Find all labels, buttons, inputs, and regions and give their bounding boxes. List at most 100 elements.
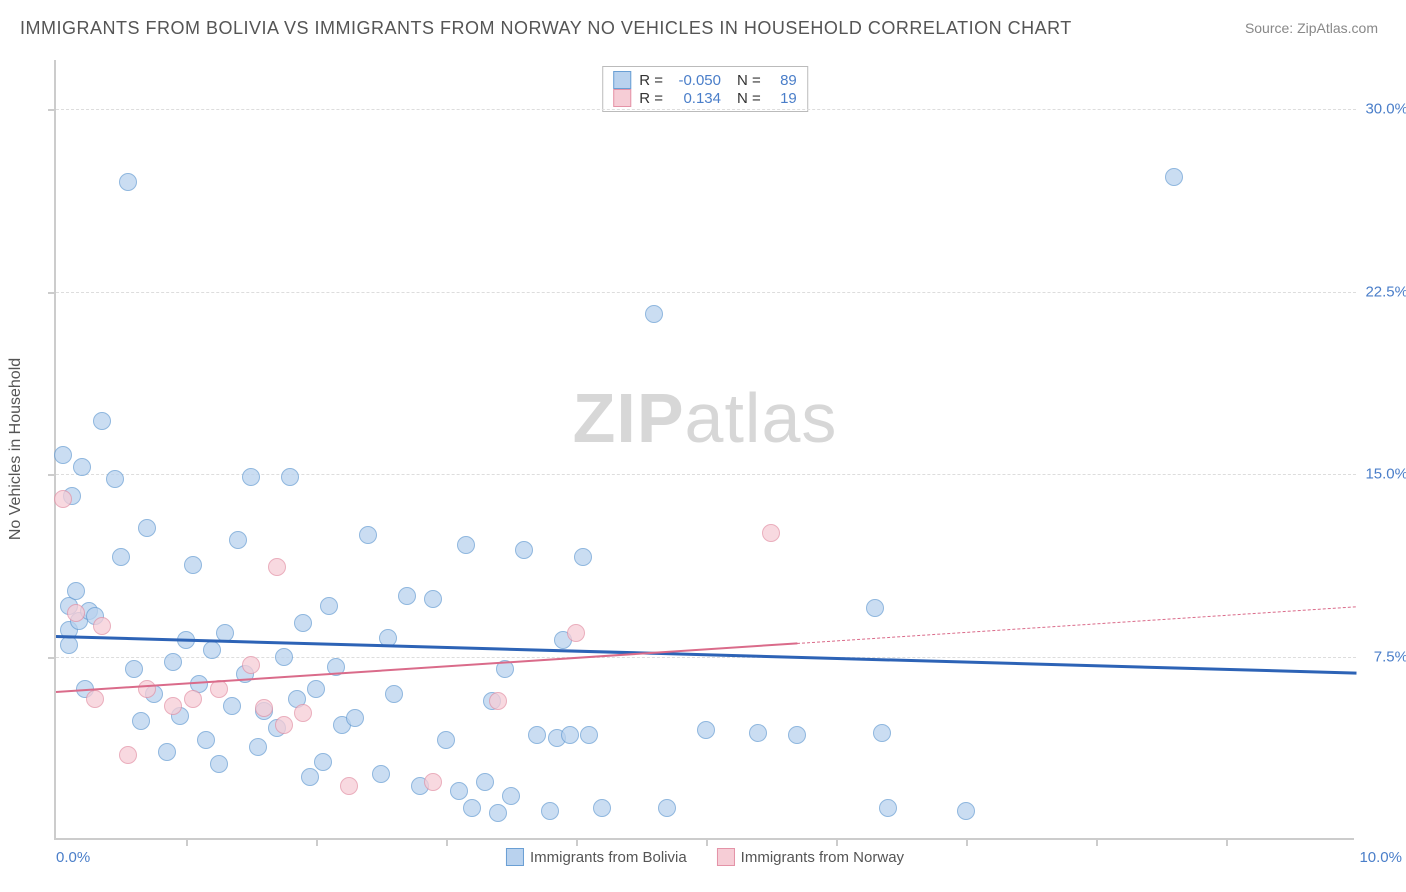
- watermark-atlas: atlas: [685, 379, 838, 457]
- data-point: [242, 468, 260, 486]
- data-point: [281, 468, 299, 486]
- stats-row: R = 0.134 N = 19: [613, 89, 797, 107]
- source-link[interactable]: ZipAtlas.com: [1297, 20, 1378, 36]
- data-point: [476, 773, 494, 791]
- data-point: [307, 680, 325, 698]
- data-point: [54, 446, 72, 464]
- y-tick: [48, 292, 56, 294]
- data-point: [60, 636, 78, 654]
- data-point: [164, 653, 182, 671]
- y-tick-label: 15.0%: [1358, 466, 1406, 483]
- source-attribution: Source: ZipAtlas.com: [1245, 20, 1378, 36]
- data-point: [567, 624, 585, 642]
- legend-item: Immigrants from Norway: [717, 848, 904, 866]
- data-point: [93, 617, 111, 635]
- data-point: [249, 738, 267, 756]
- chart-legend: Immigrants from BoliviaImmigrants from N…: [506, 848, 904, 866]
- data-point: [528, 726, 546, 744]
- data-point: [314, 753, 332, 771]
- x-tick: [316, 838, 318, 846]
- data-point: [229, 531, 247, 549]
- r-label: R =: [639, 90, 663, 107]
- gridline: [56, 292, 1356, 293]
- y-axis-label: No Vehicles in Household: [7, 358, 25, 540]
- data-point: [138, 680, 156, 698]
- legend-label: Immigrants from Norway: [741, 849, 904, 866]
- data-point: [164, 697, 182, 715]
- x-axis-max-label: 10.0%: [1359, 849, 1402, 866]
- data-point: [873, 724, 891, 742]
- data-point: [301, 768, 319, 786]
- data-point: [132, 712, 150, 730]
- n-value: 89: [769, 72, 797, 89]
- series-swatch: [613, 89, 631, 107]
- chart-area: ZIPatlas R =-0.050N =89R =0.134N =19 No …: [54, 60, 1354, 840]
- data-point: [658, 799, 676, 817]
- y-tick-label: 7.5%: [1358, 649, 1406, 666]
- data-point: [450, 782, 468, 800]
- data-point: [86, 690, 104, 708]
- data-point: [294, 614, 312, 632]
- n-label: N =: [737, 72, 761, 89]
- data-point: [223, 697, 241, 715]
- x-tick: [706, 838, 708, 846]
- data-point: [203, 641, 221, 659]
- x-tick: [966, 838, 968, 846]
- data-point: [106, 470, 124, 488]
- data-point: [489, 804, 507, 822]
- data-point: [93, 412, 111, 430]
- source-prefix: Source:: [1245, 20, 1297, 36]
- r-value: 0.134: [671, 90, 721, 107]
- data-point: [67, 604, 85, 622]
- data-point: [138, 519, 156, 537]
- y-tick: [48, 474, 56, 476]
- x-tick: [1226, 838, 1228, 846]
- data-point: [119, 173, 137, 191]
- data-point: [1165, 168, 1183, 186]
- data-point: [197, 731, 215, 749]
- y-tick: [48, 657, 56, 659]
- n-value: 19: [769, 90, 797, 107]
- data-point: [866, 599, 884, 617]
- data-point: [184, 690, 202, 708]
- data-point: [67, 582, 85, 600]
- correlation-stats-box: R = -0.050 N = 89 R = 0.134 N = 19: [602, 66, 808, 112]
- data-point: [593, 799, 611, 817]
- r-label: R =: [639, 72, 663, 89]
- data-point: [119, 746, 137, 764]
- legend-swatch: [506, 848, 524, 866]
- r-value: -0.050: [671, 72, 721, 89]
- data-point: [879, 799, 897, 817]
- data-point: [424, 590, 442, 608]
- data-point: [957, 802, 975, 820]
- data-point: [502, 787, 520, 805]
- data-point: [385, 685, 403, 703]
- watermark: ZIPatlas: [573, 378, 838, 458]
- data-point: [359, 526, 377, 544]
- data-point: [463, 799, 481, 817]
- n-label: N =: [737, 90, 761, 107]
- data-point: [762, 524, 780, 542]
- x-axis-min-label: 0.0%: [56, 849, 90, 866]
- data-point: [255, 699, 273, 717]
- x-tick: [446, 838, 448, 846]
- data-point: [275, 648, 293, 666]
- x-tick: [1096, 838, 1098, 846]
- watermark-zip: ZIP: [573, 379, 685, 457]
- stats-row: R = -0.050 N = 89: [613, 71, 797, 89]
- data-point: [541, 802, 559, 820]
- data-point: [275, 716, 293, 734]
- data-point: [437, 731, 455, 749]
- gridline: [56, 109, 1356, 110]
- data-point: [574, 548, 592, 566]
- x-tick: [576, 838, 578, 846]
- y-tick: [48, 109, 56, 111]
- data-point: [112, 548, 130, 566]
- data-point: [242, 656, 260, 674]
- data-point: [158, 743, 176, 761]
- data-point: [210, 755, 228, 773]
- data-point: [398, 587, 416, 605]
- data-point: [788, 726, 806, 744]
- x-tick: [186, 838, 188, 846]
- data-point: [561, 726, 579, 744]
